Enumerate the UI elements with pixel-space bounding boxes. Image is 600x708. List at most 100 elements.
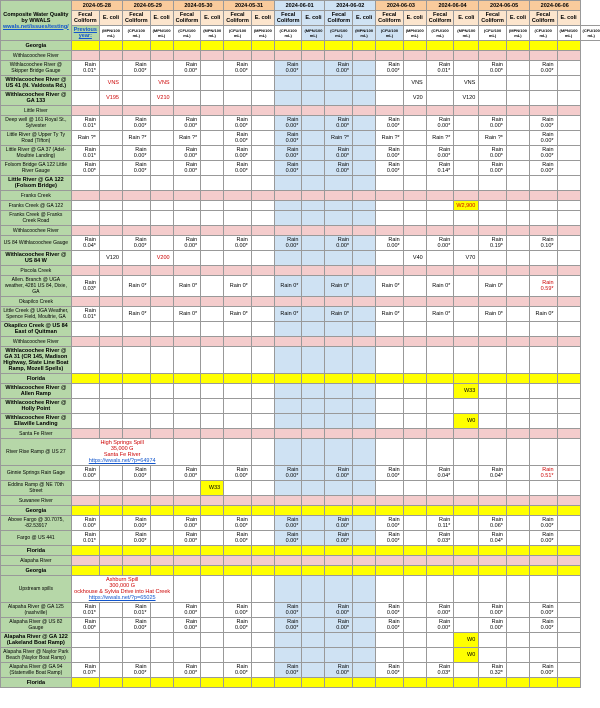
data-cell [479, 106, 507, 116]
data-cell [224, 506, 252, 516]
unit-fecal: (MPN/100 mL) [454, 26, 479, 41]
data-cell [529, 226, 557, 236]
spill-link[interactable]: https://wwals.net/?p=65025 [89, 595, 156, 601]
data-cell [122, 337, 150, 347]
data-cell [353, 566, 376, 576]
data-cell [302, 91, 325, 106]
data-cell [529, 576, 557, 603]
testing-link[interactable]: wwals.net/issues/testing/ [3, 24, 69, 30]
data-cell [173, 566, 201, 576]
data-cell [403, 546, 426, 556]
data-cell [426, 374, 454, 384]
data-cell [201, 266, 224, 276]
data-cell [403, 556, 426, 566]
data-cell [353, 347, 376, 374]
data-cell [150, 603, 173, 618]
data-cell [557, 161, 580, 176]
data-cell: Rain 0.00* [529, 516, 557, 531]
data-cell [274, 678, 302, 688]
data-cell: Rain ?* [376, 131, 404, 146]
data-cell [376, 226, 404, 236]
data-cell [150, 51, 173, 61]
data-cell [506, 191, 529, 201]
data-cell [479, 226, 507, 236]
row-label: US 84 Withlacoochee Gauge [1, 236, 72, 251]
data-cell [150, 663, 173, 678]
data-cell [506, 146, 529, 161]
data-cell [224, 481, 252, 496]
data-cell: Rain 0.03* [426, 663, 454, 678]
data-cell [479, 76, 507, 91]
data-cell [557, 251, 580, 266]
data-cell [201, 201, 224, 211]
data-cell [325, 633, 353, 648]
data-cell [224, 633, 252, 648]
prev-year-link[interactable]: Previous year: [74, 27, 97, 39]
data-cell [353, 76, 376, 91]
date-header: 2024-05-30 [173, 1, 224, 11]
fecal-header: Fecal Coliform [479, 11, 507, 26]
data-cell [454, 429, 479, 439]
unit-fecal: (MPN/100 mL) [506, 26, 529, 41]
data-cell [251, 236, 274, 251]
data-cell: Rain 0.00* [71, 516, 99, 531]
data-cell [454, 176, 479, 191]
data-cell [122, 506, 150, 516]
unit-fecal: (MPN/100 mL) [353, 26, 376, 41]
data-cell [201, 116, 224, 131]
data-cell [251, 276, 274, 297]
data-cell: Rain 0.00* [173, 603, 201, 618]
unit-ecoli: (CFU/100 mL) [426, 26, 454, 41]
data-cell [201, 466, 224, 481]
data-cell [251, 251, 274, 266]
data-cell [557, 618, 580, 633]
data-cell [454, 663, 479, 678]
spill-link[interactable]: https://wwals.net/?p=64974 [89, 458, 156, 464]
data-cell [150, 161, 173, 176]
data-cell [274, 41, 302, 51]
data-cell [454, 191, 479, 201]
data-cell [201, 41, 224, 51]
data-cell [557, 201, 580, 211]
data-cell [173, 648, 201, 663]
data-cell [173, 384, 201, 399]
data-cell: Rain 0.00* [224, 61, 252, 76]
data-cell [274, 414, 302, 429]
data-cell [325, 546, 353, 556]
data-cell [376, 91, 404, 106]
data-cell [325, 266, 353, 276]
data-cell [557, 633, 580, 648]
data-cell [529, 678, 557, 688]
data-cell [506, 236, 529, 251]
data-cell [274, 566, 302, 576]
data-cell [302, 618, 325, 633]
fecal-header: Fecal Coliform [529, 11, 557, 26]
data-cell [403, 307, 426, 322]
data-cell [403, 337, 426, 347]
data-cell [251, 603, 274, 618]
row-label: Eddins Ramp @ NE 70th Street [1, 481, 72, 496]
data-cell [302, 201, 325, 211]
data-cell: Rain 0.00* [224, 603, 252, 618]
data-cell [376, 201, 404, 211]
data-cell [150, 201, 173, 211]
data-cell [376, 266, 404, 276]
data-cell [251, 399, 274, 414]
row-label: Suwanee River [1, 496, 72, 506]
data-cell [150, 236, 173, 251]
data-cell [353, 176, 376, 191]
data-cell [403, 399, 426, 414]
data-cell [376, 576, 404, 603]
data-cell [325, 337, 353, 347]
data-cell: Rain 0.00* [325, 618, 353, 633]
data-cell [506, 531, 529, 546]
data-cell [353, 106, 376, 116]
data-cell: Rain 0.00* [426, 116, 454, 131]
data-cell [557, 496, 580, 506]
data-cell [173, 429, 201, 439]
data-cell [150, 429, 173, 439]
data-cell [426, 226, 454, 236]
data-cell [353, 414, 376, 429]
data-cell: V200 [150, 251, 173, 266]
row-label: Okapilco Creek [1, 297, 72, 307]
